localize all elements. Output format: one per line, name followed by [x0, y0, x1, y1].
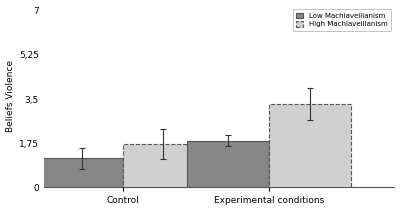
Bar — [41, 158, 122, 187]
Bar — [122, 144, 204, 187]
Bar — [187, 141, 269, 187]
Y-axis label: Beliefs Violence: Beliefs Violence — [6, 61, 14, 133]
Legend: Low Machiavellianism, High Machiavellianism: Low Machiavellianism, High Machiavellian… — [293, 9, 391, 31]
Bar — [269, 104, 350, 187]
